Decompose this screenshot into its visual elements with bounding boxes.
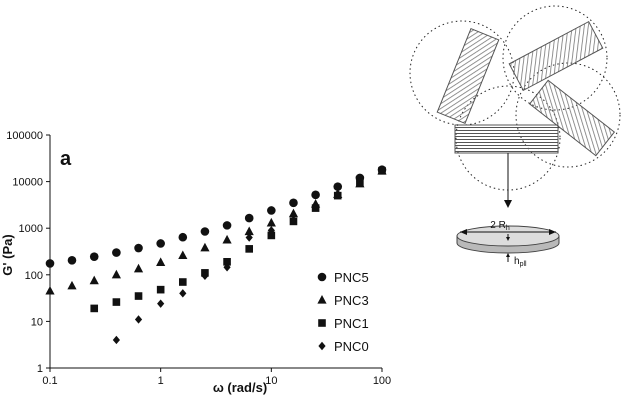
data-point [288, 208, 299, 218]
data-point [244, 213, 254, 223]
legend-label: PNC1 [334, 316, 369, 331]
data-point [200, 242, 210, 252]
clay-stack-top-right [508, 20, 604, 92]
data-point [311, 190, 320, 200]
x-tick-label: 0.1 [42, 375, 57, 387]
legend-marker [318, 319, 326, 327]
legend-marker [317, 272, 327, 282]
thickness-arrow-top-head [506, 237, 510, 241]
data-point [90, 304, 99, 313]
x-tick-label: 1 [158, 375, 164, 387]
legend-label: PNC0 [334, 339, 369, 354]
data-point [267, 226, 275, 235]
data-point [67, 280, 77, 290]
y-tick-label: 10 [31, 316, 43, 328]
x-tick-label: 100 [373, 375, 391, 387]
data-point [134, 243, 143, 253]
data-point [134, 315, 143, 324]
data-point [178, 250, 188, 260]
clay-stack-top-left [436, 28, 500, 124]
x-axis-title: ω (rad/s) [213, 380, 267, 395]
panel-label: a [60, 148, 72, 170]
clay-stack-bottom-right [528, 79, 616, 157]
y-tick-label: 100 [25, 270, 43, 282]
data-point [89, 275, 99, 285]
data-point [333, 182, 343, 191]
data-point [112, 335, 120, 345]
data-point [112, 298, 121, 306]
legend-marker [318, 341, 326, 351]
data-point [267, 206, 276, 215]
data-point [201, 271, 209, 281]
y-tick-label: 10000 [12, 177, 43, 189]
data-point [223, 263, 231, 272]
data-point [244, 226, 254, 236]
data-point [334, 189, 342, 198]
data-point [245, 233, 253, 242]
thickness-label: hpll [514, 256, 527, 268]
data-point [222, 234, 232, 244]
legend: PNC5 PNC3 PNC1 PNC0 [317, 270, 369, 354]
y-tick-label: 1 [37, 363, 43, 375]
legend-item: PNC5 [317, 270, 369, 285]
legend-item: PNC1 [318, 316, 369, 331]
data-point [134, 292, 143, 300]
data-point [289, 198, 298, 208]
data-point [156, 239, 165, 248]
y-tick-label: 1000 [19, 223, 43, 235]
data-point [89, 252, 99, 261]
data-point [245, 245, 254, 253]
diameter-arrow-left-head [460, 229, 467, 235]
data-point [156, 285, 165, 294]
data-point [178, 232, 188, 242]
data-point [179, 278, 187, 286]
data-point [223, 258, 231, 266]
data-point [156, 257, 166, 266]
data-point [289, 215, 298, 225]
legend-item: PNC3 [317, 293, 369, 308]
legend-item: PNC0 [318, 339, 369, 354]
data-point [378, 165, 386, 174]
data-point [45, 259, 55, 268]
legend-label: PNC5 [334, 270, 369, 285]
data-point [267, 231, 276, 240]
x-tick-label: 10 [265, 375, 277, 387]
clay-stack-center [454, 124, 559, 154]
thickness-arrow-bottom-head [506, 253, 510, 257]
series-pnc5 [45, 165, 387, 268]
data-point [312, 201, 320, 211]
diameter-label: 2 Rh [490, 220, 510, 232]
data-point [112, 248, 121, 257]
data-point [45, 285, 55, 295]
series-pnc0 [112, 165, 386, 345]
data-point [266, 217, 276, 227]
platelet-schematic: 2 Rh hpll [409, 5, 621, 268]
data-point [157, 299, 165, 308]
y-axis-title: G' (Pa) [0, 234, 15, 275]
diameter-arrow-right-head [549, 229, 556, 235]
legend-label: PNC3 [334, 293, 369, 308]
legend-marker [317, 295, 327, 304]
data-point [200, 227, 210, 236]
data-point [67, 255, 77, 265]
series-pnc1 [90, 167, 386, 313]
data-point [179, 289, 187, 298]
data-point [111, 269, 121, 279]
y-tick-label: 100000 [6, 130, 43, 142]
data-point [356, 177, 364, 186]
data-points [45, 165, 387, 345]
clay-domain-circle-bottom-right [515, 62, 621, 168]
data-point [222, 221, 232, 230]
data-point [133, 263, 144, 273]
